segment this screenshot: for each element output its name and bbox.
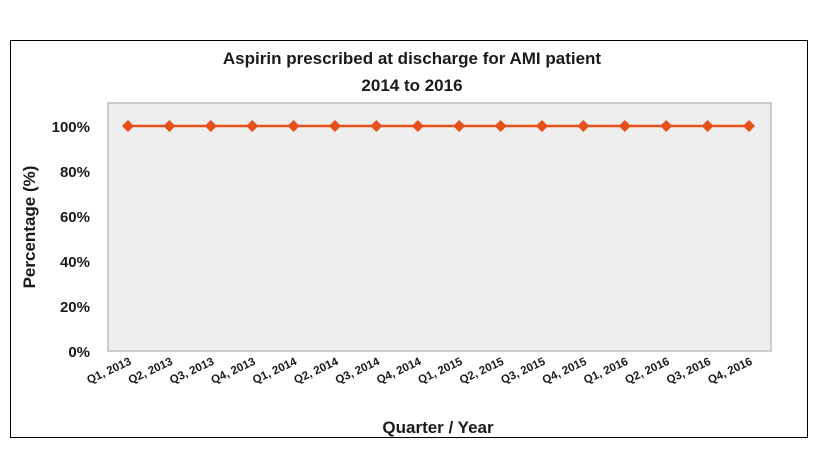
x-tick-label: Q2, 2015 [458,356,507,387]
x-tick-label: Q3, 2015 [499,356,548,387]
data-point-marker [577,120,590,132]
x-tick-label: Q4, 2013 [210,356,258,387]
x-tick-label: Q1, 2014 [251,356,300,387]
x-axis-title: Quarter / Year [382,418,494,437]
data-point-marker [660,120,673,132]
x-tick-label: Q3, 2014 [334,356,383,387]
data-point-marker [370,120,383,132]
data-point-marker [204,120,217,132]
data-point-marker [287,120,300,132]
plot-area [107,102,772,352]
data-point-marker [122,120,134,132]
data-point-marker [536,120,548,132]
x-tick-label: Q1, 2016 [582,356,630,387]
y-tick-label: 40% [60,254,90,271]
series-group [122,120,755,132]
x-tick-label: Q4, 2015 [541,356,590,387]
y-tick-label: 80% [60,164,90,181]
chart-title-line1: Aspirin prescribed at discharge for AMI … [223,49,602,68]
chart-title-line2: 2014 to 2016 [361,76,462,95]
y-axis-title: Percentage (%) [20,166,39,289]
data-point-marker [411,120,424,132]
data-point-marker [163,120,176,132]
y-tick-label: 0% [68,344,90,361]
data-point-marker [246,120,259,132]
x-tick-label: Q1, 2015 [417,356,466,387]
data-point-marker [494,120,507,132]
data-point-marker [453,120,466,132]
x-tick-label: Q1, 2013 [85,356,133,387]
data-point-marker [329,120,341,132]
y-tick-label: 100% [52,119,90,136]
x-tick-label: Q3, 2016 [665,356,713,387]
data-point-marker [743,120,755,132]
x-tick-label: Q2, 2014 [292,356,341,387]
x-tick-label: Q2, 2013 [127,356,175,387]
y-tick-label: 20% [60,299,90,316]
data-point-marker [618,120,631,132]
x-tick-label: Q4, 2016 [706,356,754,387]
data-point-marker [701,120,714,132]
x-tick-label: Q3, 2013 [168,356,216,387]
x-tick-label: Q4, 2014 [375,356,424,387]
y-tick-label: 60% [60,209,90,226]
y-axis-ticks: 0% 20% 40% 60% 80% 100% [52,119,90,361]
x-tick-label: Q2, 2016 [624,356,672,387]
